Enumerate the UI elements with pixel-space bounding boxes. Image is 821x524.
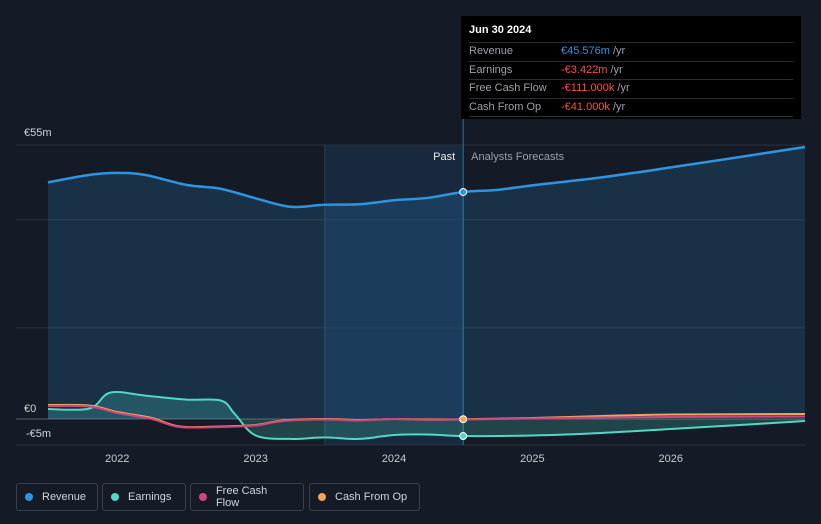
cash-from-op-dot-icon: [318, 493, 326, 501]
legend-free-cash-flow[interactable]: Free Cash Flow: [190, 483, 304, 511]
revenue-dot-icon: [25, 493, 33, 501]
tooltip-value: -€41.000k: [561, 100, 610, 113]
tooltip-label: Free Cash Flow: [469, 82, 547, 94]
legend-label: Earnings: [128, 491, 172, 503]
earnings-area: [48, 391, 805, 439]
tooltip-unit: /yr: [610, 63, 623, 76]
tooltip: Jun 30 2024 Revenue €45.576m /yr Earning…: [461, 16, 801, 119]
series-areas: [48, 146, 805, 439]
earnings-dot-icon: [111, 493, 119, 501]
x-axis-labels: 2022 2023 2024 2025 2026: [105, 453, 683, 465]
legend-label: Free Cash Flow: [215, 485, 268, 509]
tooltip-row-cash-from-op: Cash From Op -€41.000k /yr: [469, 99, 793, 117]
revenue-area: [48, 146, 805, 419]
past-label: Past: [433, 151, 455, 163]
y-tick-label: €55m: [24, 127, 52, 139]
x-tick-label: 2023: [243, 453, 267, 465]
tooltip-label: Revenue: [469, 45, 514, 57]
y-tick-label: -€5m: [26, 428, 51, 440]
tooltip-unit: /yr: [612, 100, 626, 113]
y-axis-labels: €55m €0 -€5m: [24, 127, 52, 440]
series-lines: [47, 145, 806, 440]
tooltip-label: Earnings: [469, 63, 513, 76]
tooltip-row-free-cash-flow: Free Cash Flow -€111.000k /yr: [469, 80, 793, 99]
earnings-line: [47, 390, 806, 440]
tooltip-date: Jun 30 2024: [469, 24, 793, 43]
tooltip-row-revenue: Revenue €45.576m /yr: [469, 43, 793, 62]
forecast-label: Analysts Forecasts: [471, 151, 564, 163]
legend-revenue[interactable]: Revenue: [16, 483, 98, 511]
x-tick-label: 2025: [520, 453, 544, 465]
cash-from-op-present-point: [459, 415, 468, 424]
tooltip-unit: /yr: [612, 45, 626, 57]
legend-label: Revenue: [42, 491, 87, 503]
legend-label: Cash From Op: [335, 491, 408, 503]
y-tick-label: €0: [24, 403, 36, 415]
free-cash-flow-line: [47, 404, 806, 429]
free-cash-flow-dot-icon: [199, 493, 207, 501]
tooltip-unit: /yr: [617, 82, 630, 94]
tooltip-value: -€111.000k: [561, 82, 615, 94]
legend-earnings[interactable]: Earnings: [102, 483, 186, 511]
x-tick-label: 2026: [659, 453, 683, 465]
present-markers: [459, 187, 468, 441]
legend-cash-from-op[interactable]: Cash From Op: [309, 483, 420, 511]
x-tick-label: 2022: [105, 453, 129, 465]
tooltip-value: -€3.422m: [561, 63, 608, 76]
tooltip-row-earnings: Earnings -€3.422m /yr: [469, 62, 793, 80]
earnings-present-point: [459, 432, 468, 441]
revenue-line: [47, 145, 806, 209]
x-tick-label: 2024: [382, 453, 406, 465]
tooltip-label: Cash From Op: [469, 100, 542, 113]
revenue-present-point: [459, 187, 468, 196]
tooltip-value: €45.576m: [561, 45, 610, 57]
